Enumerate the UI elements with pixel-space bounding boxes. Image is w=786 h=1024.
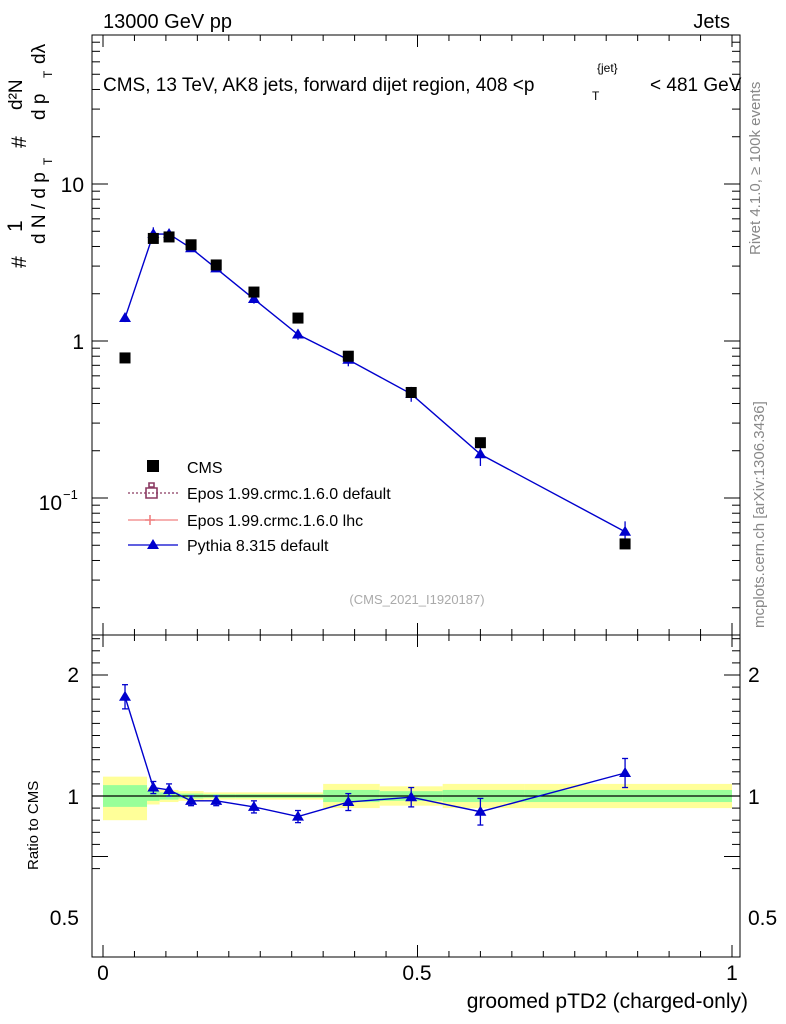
pythia-point (619, 525, 632, 536)
ratio-point (405, 791, 418, 802)
pythia-point (474, 448, 487, 459)
title-sub: T (592, 89, 600, 103)
pythia-point (291, 328, 304, 339)
cms-point (342, 350, 354, 362)
ylabel-sub1: T (41, 157, 55, 165)
title-sup: {jet} (597, 61, 618, 75)
x-tick-labels: 0 0.5 1 (97, 962, 738, 985)
header-right: Jets (693, 11, 730, 33)
ratio-tick-label-right: 0.5 (748, 907, 777, 930)
legend-marker-epos-lhc (145, 515, 155, 525)
ratio-point (619, 767, 632, 778)
ratio-point (291, 810, 304, 821)
analysis-watermark: (CMS_2021_I1920187) (349, 592, 484, 607)
cms-point (405, 386, 417, 398)
y-tick-label: 1 (72, 331, 84, 354)
ratio-point (474, 805, 487, 816)
legend-label: CMS (187, 460, 223, 477)
y-axis-label-top: # 1 d N / d p T # d²N d p T dλ (4, 43, 55, 268)
bottom-y-tick-labels: 2 1 0.5 2 1 0.5 (50, 664, 777, 930)
axis-ticks (92, 35, 740, 957)
x-axis-label: groomed pTD2 (charged-only) (467, 990, 748, 1013)
ylabel-denom1: d N / d p (29, 172, 50, 244)
ylabel-lambda: dλ (29, 43, 50, 64)
ylabel-sub2: T (41, 70, 55, 78)
cms-point (248, 286, 260, 298)
ratio-point (147, 781, 160, 792)
legend-marker-pythia (147, 539, 159, 549)
ratio-tick-label: 0.5 (50, 907, 79, 930)
ylabel-hash1: # (8, 256, 31, 268)
cms-point (163, 231, 175, 243)
title-main: CMS, 13 TeV, AK8 jets, forward dijet reg… (103, 75, 534, 96)
ylabel-hash2: # (8, 136, 31, 148)
legend-marker-cms (147, 460, 159, 472)
cms-point (474, 437, 486, 449)
ratio-point (119, 690, 132, 701)
data-series (119, 227, 632, 826)
x-tick-label: 1 (726, 962, 738, 985)
header-left: 13000 GeV pp (103, 11, 232, 33)
cms-point (210, 259, 222, 271)
pythia-point (119, 312, 132, 323)
ratio-tick-label-right: 1 (748, 786, 760, 809)
cms-point (119, 352, 131, 364)
cms-point (292, 312, 304, 324)
y-tick-label: 10 (61, 174, 84, 197)
top-y-tick-labels: 10 1 10 −1 (39, 174, 84, 515)
ratio-tick-label: 2 (67, 664, 79, 687)
legend-marker-epos-default (145, 482, 158, 499)
ylabel-num: d²N (6, 79, 27, 110)
ratio-point (342, 796, 355, 807)
y-axis-label-bottom: Ratio to CMS (25, 781, 42, 870)
legend-label: Epos 1.99.crmc.1.6.0 default (187, 486, 391, 503)
x-tick-label: 0.5 (402, 962, 431, 985)
ratio-point (247, 800, 260, 811)
plot-title: CMS, 13 TeV, AK8 jets, forward dijet reg… (103, 61, 742, 103)
cms-point (619, 538, 631, 550)
pythia-point (247, 293, 260, 304)
y-tick-label: 10 (39, 492, 62, 515)
title-tail: < 481 GeV (650, 75, 742, 96)
cms-point (185, 239, 197, 251)
ratio-point (210, 794, 223, 805)
ratio-point (185, 794, 198, 805)
mcplots-label: mcplots.cern.ch [arXiv:1306.3436] (751, 401, 768, 628)
rivet-label: Rivet 4.1.0, ≥ 100k events (747, 82, 764, 255)
ratio-tick-label-right: 2 (748, 664, 760, 687)
ylabel-denom2: d p (29, 94, 50, 120)
ratio-tick-label: 1 (67, 786, 79, 809)
legend-label: Pythia 8.315 default (187, 538, 329, 555)
x-tick-label: 0 (97, 962, 109, 985)
cms-point (147, 232, 159, 244)
legend-label: Epos 1.99.crmc.1.6.0 lhc (187, 513, 363, 530)
ratio-point (163, 783, 176, 794)
y-tick-exponent: −1 (63, 487, 78, 502)
legend: CMS Epos 1.99.crmc.1.6.0 default Epos 1.… (128, 460, 391, 555)
ylabel-one: 1 (4, 220, 27, 232)
